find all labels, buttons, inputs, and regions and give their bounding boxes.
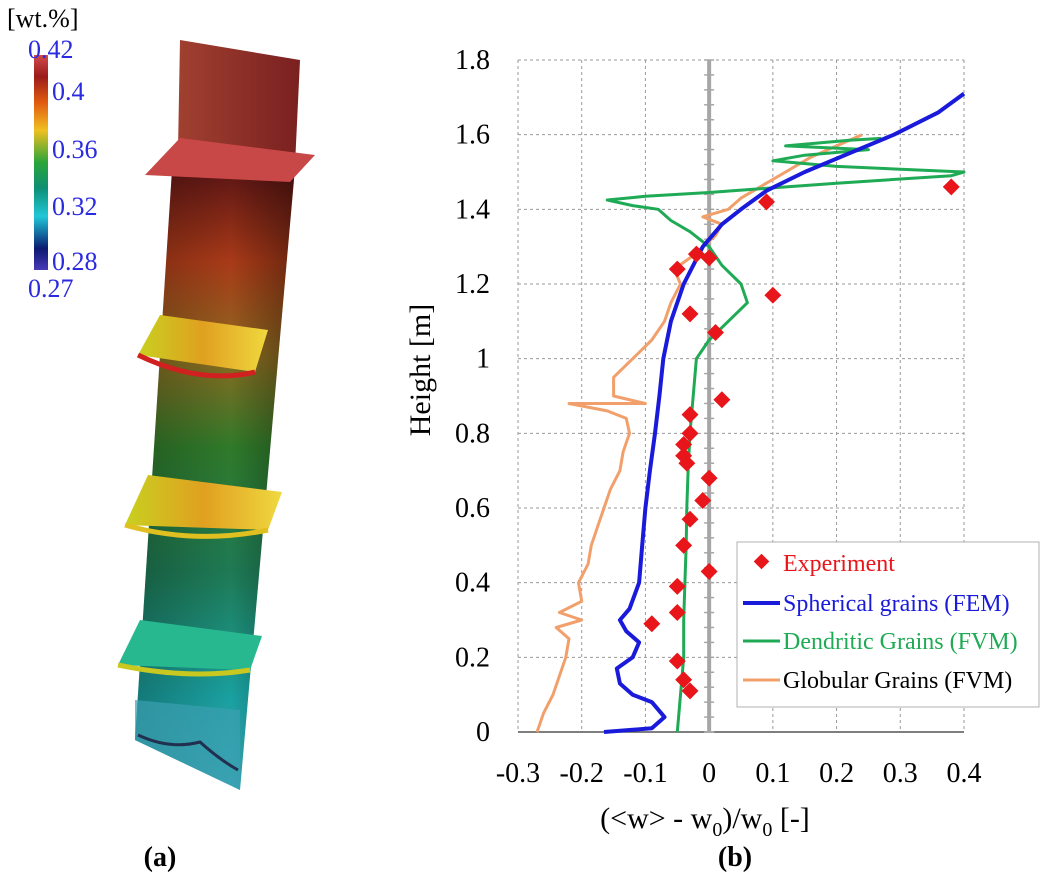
panel-b-label: (b): [718, 842, 752, 873]
legend-item-experiment: Experiment: [753, 551, 895, 577]
series-line-fem: [603, 91, 966, 734]
colorbar-gradient: [34, 55, 48, 270]
y-tick-label: 1.4: [455, 194, 490, 225]
experiment-point: [681, 424, 699, 442]
experiment-point: [681, 510, 699, 528]
colorbar-tick-max: 0.42: [28, 35, 74, 64]
x-axis-label: (<w> - w0)/w0 [-]: [600, 802, 810, 841]
experiment-point: [675, 436, 693, 454]
x-tick-label: -0.2: [560, 758, 604, 789]
y-tick-label: 0.6: [455, 493, 490, 524]
experiment-point: [700, 562, 718, 580]
legend-label-globular: Globular Grains (FVM): [783, 668, 1012, 694]
y-axis-label: Height [m]: [404, 304, 437, 436]
experiment-point: [681, 682, 699, 700]
series-line-globular: [535, 133, 863, 733]
x-tick-labels: -0.3 -0.2 -0.1 0 0.1 0.2 0.3 0.4: [496, 758, 982, 789]
x-tick-label: 0.2: [819, 758, 854, 789]
experiment-point: [678, 454, 696, 472]
experiment-point: [668, 652, 686, 670]
legend-item-globular: Globular Grains (FVM): [743, 668, 1012, 694]
casting-3d-illustration: [117, 40, 315, 790]
experiment-point: [675, 671, 693, 689]
experiment-point: [668, 260, 686, 278]
experiment-point: [942, 178, 960, 196]
y-tick-label: 0.8: [455, 418, 490, 449]
y-tick-label: 1.6: [455, 120, 490, 151]
colorbar-tick: 0.28: [52, 247, 98, 276]
y-tick-label: 0.2: [455, 642, 490, 673]
y-tick-label: 1.8: [455, 45, 490, 76]
legend: Experiment Spherical grains (FEM) Dendri…: [736, 541, 1040, 708]
legend-box: [736, 541, 1040, 708]
legend-marker-diamond: [753, 553, 770, 570]
legend-label-fem: Spherical grains (FEM): [783, 591, 1010, 617]
legend-label-dendritic: Dendritic Grains (FVM): [783, 629, 1018, 655]
colorbar: [wt.%] 0.42 0.4 0.36 0.32 0.28 0.27: [7, 4, 98, 303]
colorbar-tick: 0.4: [52, 77, 85, 106]
experiment-point: [668, 604, 686, 622]
experiment-point: [668, 577, 686, 595]
x-tick-label: 0.3: [883, 758, 918, 789]
legend-item-fem: Spherical grains (FEM): [743, 591, 1010, 617]
y-tick-label: 0: [476, 717, 490, 748]
experiment-point: [687, 245, 705, 263]
chart-series: [535, 91, 966, 734]
legend-item-dendritic: Dendritic Grains (FVM): [743, 629, 1018, 655]
colorbar-tick: 0.32: [52, 192, 98, 221]
x-tick-label: 0.4: [947, 758, 982, 789]
colorbar-tick-min: 0.27: [28, 274, 74, 303]
experiment-point: [713, 391, 731, 409]
experiment-point: [700, 249, 718, 267]
x-tick-label: 0.1: [755, 758, 790, 789]
experiment-point: [681, 305, 699, 323]
y-tick-label: 1: [476, 344, 490, 375]
legend-label-experiment: Experiment: [783, 551, 895, 577]
experiment-point: [700, 469, 718, 487]
experiment-point: [643, 615, 661, 633]
panel-a-label: (a): [144, 842, 177, 873]
x-tick-label: 0: [702, 758, 716, 789]
colorbar-unit: [wt.%]: [7, 4, 78, 33]
chart: -0.3 -0.2 -0.1 0 0.1 0.2 0.3 0.4 0 0.2 0.4 0.6 0.8 1…: [404, 45, 1040, 841]
y-tick-label: 1.2: [455, 269, 490, 300]
experiment-point: [764, 286, 782, 304]
x-tick-label: -0.1: [623, 758, 667, 789]
y-tick-labels: 0 0.2 0.4 0.6 0.8 1 1.2 1.4 1.6 1.8: [455, 45, 490, 748]
x-tick-label: -0.3: [496, 758, 540, 789]
colorbar-tick: 0.36: [52, 135, 98, 164]
y-tick-label: 0.4: [455, 568, 490, 599]
chart-grid: [517, 59, 965, 733]
experiment-point: [707, 324, 724, 342]
experiment-point: [694, 492, 712, 510]
experiment-point: [675, 536, 693, 554]
experiment-point: [758, 193, 775, 211]
experiment-point: [681, 406, 699, 424]
